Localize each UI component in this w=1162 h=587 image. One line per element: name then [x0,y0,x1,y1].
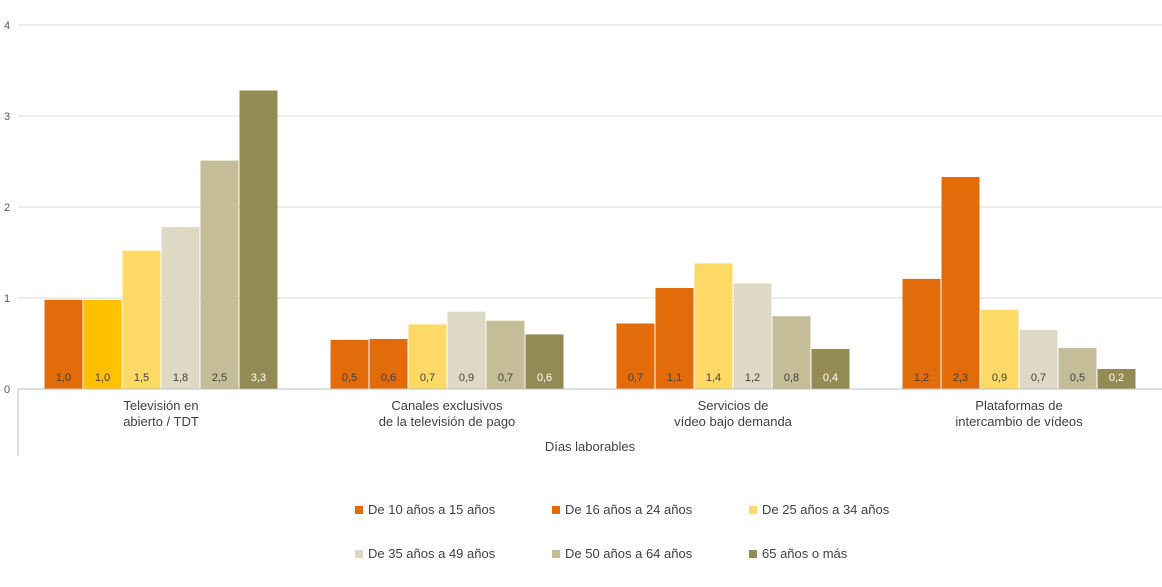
data-label: 0,9 [992,372,1007,384]
data-label: 1,5 [134,372,149,384]
data-label: 2,5 [212,372,227,384]
bar [330,339,369,389]
y-tick-label: 4 [4,20,10,32]
bar [772,316,811,389]
y-tick-label: 1 [4,293,10,305]
bar [122,250,161,389]
bar [733,283,772,389]
bar [447,311,486,389]
x-tick-label: Canales exclusivos [391,398,503,413]
data-label: 0,7 [498,372,513,384]
data-label: 0,5 [1070,372,1085,384]
bar [811,348,850,389]
bar [902,278,941,389]
data-label: 0,7 [420,372,435,384]
bar [486,320,525,389]
data-label: 2,3 [953,372,968,384]
bar [941,176,980,389]
x-tick-label: abierto / TDT [123,414,199,429]
bar [83,299,122,389]
data-label: 1,2 [914,372,929,384]
data-label: 3,3 [251,372,266,384]
data-label: 0,7 [1031,372,1046,384]
data-label: 1,0 [56,372,71,384]
data-label: 1,0 [95,372,110,384]
x-tick-label: vídeo bajo demanda [674,414,793,429]
bar [694,263,733,389]
bar [161,227,200,389]
data-label: 1,2 [745,372,760,384]
x-tick-label: de la televisión de pago [379,414,516,429]
bar [980,309,1019,389]
data-label: 0,5 [342,372,357,384]
data-label: 0,6 [537,372,552,384]
y-tick-label: 3 [4,111,10,123]
bar [1097,368,1136,389]
bar [200,160,239,389]
bar [525,334,564,389]
x-axis-label: Días laborables [545,439,636,454]
x-tick-label: Televisión en [123,398,198,413]
bar [239,90,278,390]
data-label: 0,9 [459,372,474,384]
y-tick-label: 0 [4,384,10,396]
bar [408,324,447,389]
data-label: 0,7 [628,372,643,384]
data-label: 0,8 [784,372,799,384]
y-tick-label: 2 [4,202,10,214]
bar [1019,329,1058,389]
bar [1058,348,1097,389]
bar [616,323,655,389]
bar [369,338,408,389]
bar [44,299,83,389]
bar [655,287,694,389]
x-tick-label: intercambio de vídeos [955,414,1083,429]
data-label: 1,4 [706,372,721,384]
data-label: 1,8 [173,372,188,384]
data-label: 0,4 [823,372,838,384]
x-tick-label: Servicios de [698,398,769,413]
data-label: 0,6 [381,372,396,384]
data-label: 0,2 [1109,372,1124,384]
x-tick-label: Plataformas de [975,398,1062,413]
data-label: 1,1 [667,372,682,384]
